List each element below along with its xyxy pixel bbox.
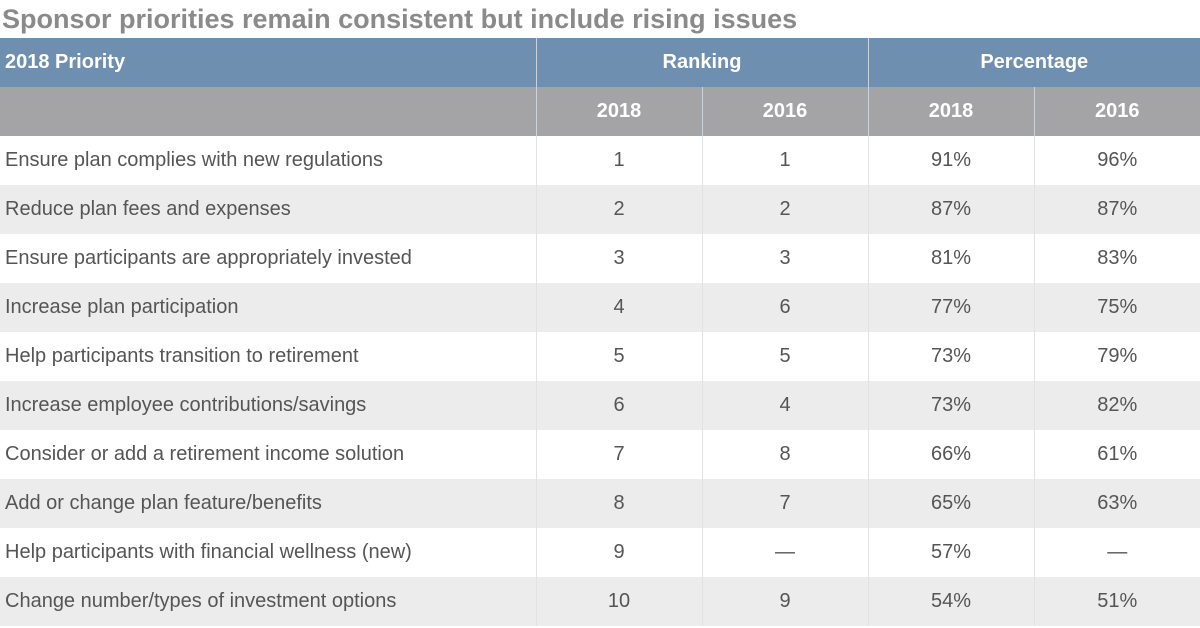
cell-ranking-2016: 4: [701, 381, 868, 430]
header-row-groups: 2018 Priority Ranking Percentage: [0, 38, 1200, 87]
cell-percentage-2016: 61%: [1033, 430, 1200, 479]
priority-label: Reduce plan fees and expenses: [0, 185, 536, 234]
priority-label: Ensure plan complies with new regulation…: [0, 136, 536, 185]
cell-ranking-2018: 2: [535, 185, 702, 234]
cell-ranking-2016: 3: [701, 234, 868, 283]
priority-label: Help participants with financial wellnes…: [0, 528, 536, 577]
priority-label: Change number/types of investment option…: [0, 577, 536, 626]
priority-label: Ensure participants are appropriately in…: [0, 234, 536, 283]
header-ranking-2016: 2016: [701, 87, 868, 136]
cell-ranking-2016: 5: [701, 332, 868, 381]
cell-percentage-2016: 96%: [1033, 136, 1200, 185]
cell-percentage-2018: 87%: [867, 185, 1034, 234]
cell-ranking-2016: 2: [701, 185, 868, 234]
priorities-table: 2018 Priority Ranking Percentage 2018 20…: [0, 38, 1200, 626]
cell-percentage-2018: 77%: [867, 283, 1034, 332]
table-row: Increase plan participation 4 6 77% 75%: [0, 283, 1200, 332]
priority-label: Increase plan participation: [0, 283, 536, 332]
cell-percentage-2016: 87%: [1033, 185, 1200, 234]
cell-ranking-2018: 3: [535, 234, 702, 283]
cell-percentage-2016: 79%: [1033, 332, 1200, 381]
table-row: Increase employee contributions/savings 6…: [0, 381, 1200, 430]
cell-ranking-2018: 1: [535, 136, 702, 185]
cell-ranking-2018: 6: [535, 381, 702, 430]
header-percentage-2016: 2016: [1033, 87, 1200, 136]
cell-ranking-2016: 8: [701, 430, 868, 479]
header-percentage: Percentage: [867, 38, 1200, 87]
cell-ranking-2016: 1: [701, 136, 868, 185]
cell-ranking-2018: 5: [535, 332, 702, 381]
table-row: Reduce plan fees and expenses 2 2 87% 87%: [0, 185, 1200, 234]
cell-ranking-2018: 4: [535, 283, 702, 332]
cell-percentage-2016: 82%: [1033, 381, 1200, 430]
priority-label: Add or change plan feature/benefits: [0, 479, 536, 528]
cell-percentage-2018: 73%: [867, 332, 1034, 381]
table-row: Ensure participants are appropriately in…: [0, 234, 1200, 283]
header-blank: [0, 87, 536, 136]
table-row: Ensure plan complies with new regulation…: [0, 136, 1200, 185]
cell-ranking-2016: 9: [701, 577, 868, 626]
cell-ranking-2016: 6: [701, 283, 868, 332]
table-row: Consider or add a retirement income solu…: [0, 430, 1200, 479]
cell-ranking-2018: 9: [535, 528, 702, 577]
cell-percentage-2018: 91%: [867, 136, 1034, 185]
table-row: Help participants transition to retireme…: [0, 332, 1200, 381]
priority-label: Increase employee contributions/savings: [0, 381, 536, 430]
cell-ranking-2018: 8: [535, 479, 702, 528]
header-priority: 2018 Priority: [0, 38, 536, 87]
cell-percentage-2018: 73%: [867, 381, 1034, 430]
cell-percentage-2016: 63%: [1033, 479, 1200, 528]
header-ranking: Ranking: [535, 38, 868, 87]
cell-percentage-2016: —: [1033, 528, 1200, 577]
cell-percentage-2016: 75%: [1033, 283, 1200, 332]
table-body: Ensure plan complies with new regulation…: [0, 136, 1200, 626]
priority-label: Consider or add a retirement income solu…: [0, 430, 536, 479]
cell-percentage-2018: 65%: [867, 479, 1034, 528]
table-row: Add or change plan feature/benefits 8 7 65%…: [0, 479, 1200, 528]
cell-ranking-2018: 7: [535, 430, 702, 479]
table-title: Sponsor priorities remain consistent but…: [2, 4, 798, 34]
header-percentage-2018: 2018: [867, 87, 1034, 136]
cell-percentage-2018: 81%: [867, 234, 1034, 283]
header-row-years: 2018 2016 2018 2016: [0, 87, 1200, 136]
table-row: Help participants with financial wellnes…: [0, 528, 1200, 577]
cell-percentage-2016: 51%: [1033, 577, 1200, 626]
cell-percentage-2018: 54%: [867, 577, 1034, 626]
cell-ranking-2016: —: [701, 528, 868, 577]
header-ranking-2018: 2018: [535, 87, 702, 136]
cell-ranking-2016: 7: [701, 479, 868, 528]
cell-ranking-2018: 10: [535, 577, 702, 626]
cell-percentage-2018: 66%: [867, 430, 1034, 479]
cell-percentage-2016: 83%: [1033, 234, 1200, 283]
cell-percentage-2018: 57%: [867, 528, 1034, 577]
table-row: Change number/types of investment option…: [0, 577, 1200, 626]
priority-label: Help participants transition to retireme…: [0, 332, 536, 381]
